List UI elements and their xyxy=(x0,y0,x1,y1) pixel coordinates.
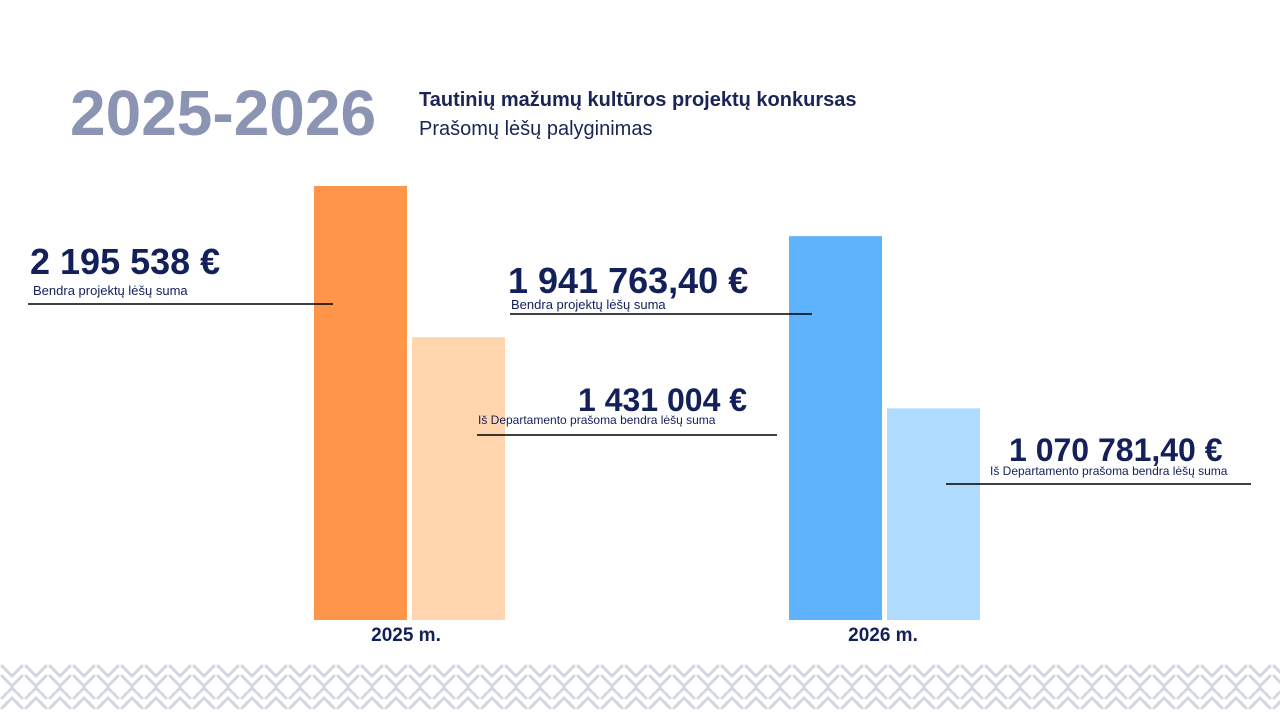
page-title: Tautinių mažumų kultūros projektų konkur… xyxy=(419,89,857,111)
bar-2025m-1 xyxy=(412,337,505,620)
data-label-caption: Iš Departamento prašoma bendra lėšų suma xyxy=(990,464,1228,478)
page-subtitle: Prašomų lėšų palyginimas xyxy=(419,118,653,140)
data-label-caption: Bendra projektų lėšų suma xyxy=(33,283,188,298)
year-range: 2025-2026 xyxy=(70,77,377,149)
bar-2026m-1 xyxy=(887,408,980,620)
decorative-pattern xyxy=(0,662,1280,712)
data-label-value: 1 431 004 € xyxy=(578,382,747,418)
data-label-caption: Iš Departamento prašoma bendra lėšų suma xyxy=(478,413,716,427)
data-label-caption: Bendra projektų lėšų suma xyxy=(511,297,666,312)
category-label: 2025 m. xyxy=(371,625,441,646)
data-label-value: 1 941 763,40 € xyxy=(508,260,748,301)
data-label-value: 2 195 538 € xyxy=(30,241,220,282)
bar-chart: 2025 m. 2026 m.2 195 538 €Bendra projektų… xyxy=(28,186,1251,646)
bar-2025m-0 xyxy=(314,186,407,620)
data-label-value: 1 070 781,40 € xyxy=(1009,432,1223,468)
bar-2026m-0 xyxy=(789,236,882,620)
category-label: 2026 m. xyxy=(848,625,918,646)
